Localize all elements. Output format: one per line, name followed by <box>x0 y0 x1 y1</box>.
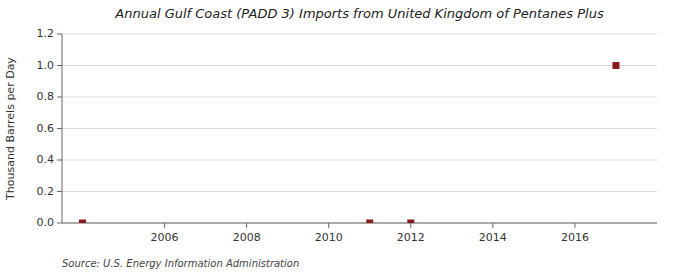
x-tick <box>246 223 247 228</box>
x-tick-label: 2014 <box>479 231 507 244</box>
grid-line <box>62 97 657 98</box>
y-tick-label: 1.0 <box>37 59 55 72</box>
y-tick-label: 1.2 <box>37 27 55 40</box>
x-tick-label: 2012 <box>397 231 425 244</box>
title: Annual Gulf Coast (PADD 3) Imports from … <box>114 6 604 21</box>
y-tick <box>57 97 62 98</box>
y-tick <box>57 34 62 35</box>
y-axis: 0.0 0.2 0.4 0.6 0.8 1.0 1.2 <box>37 27 63 229</box>
y-axis-line <box>62 34 63 223</box>
x-axis: 2006 2008 2010 2012 2014 2016 <box>62 223 657 244</box>
x-axis-line <box>62 223 657 224</box>
grid-line <box>62 191 657 192</box>
y-tick <box>57 160 62 161</box>
y-tick <box>57 65 62 66</box>
y-tick-label: 0.8 <box>37 90 55 103</box>
grid-line <box>62 34 657 35</box>
y-tick <box>57 191 62 192</box>
grid-line <box>62 223 657 224</box>
x-tick-label: 2016 <box>561 231 589 244</box>
chart-container: 0.0 0.2 0.4 0.6 0.8 1.0 1.2 2006 2008 2010 2012 201… <box>0 0 675 275</box>
y-tick-label: 0.4 <box>37 153 55 166</box>
grid-line <box>62 128 657 129</box>
point <box>79 220 86 224</box>
grid-line <box>62 160 657 161</box>
y-tick-label: 0.0 <box>37 216 55 229</box>
point <box>366 220 373 224</box>
x-tick-label: 2008 <box>233 231 261 244</box>
x-tick <box>410 223 411 228</box>
grid-line <box>62 65 657 66</box>
grid <box>62 34 657 223</box>
y-tick <box>57 223 62 224</box>
y-tick-label: 0.6 <box>37 122 55 135</box>
x-tick <box>328 223 329 228</box>
y-axis-label: Thousand Barrels per Day <box>4 57 17 201</box>
x-tick <box>492 223 493 228</box>
x-tick <box>164 223 165 228</box>
annotation: Source: U.S. Energy Information Administ… <box>62 258 299 269</box>
chart-svg: 0.0 0.2 0.4 0.6 0.8 1.0 1.2 2006 2008 2010 2012 201… <box>0 0 675 275</box>
x-tick-label: 2006 <box>151 231 179 244</box>
point <box>612 62 619 69</box>
x-tick <box>574 223 575 228</box>
point <box>407 220 414 224</box>
y-tick-label: 0.2 <box>37 185 55 198</box>
y-tick <box>57 128 62 129</box>
points <box>79 62 619 223</box>
x-tick-label: 2010 <box>315 231 343 244</box>
